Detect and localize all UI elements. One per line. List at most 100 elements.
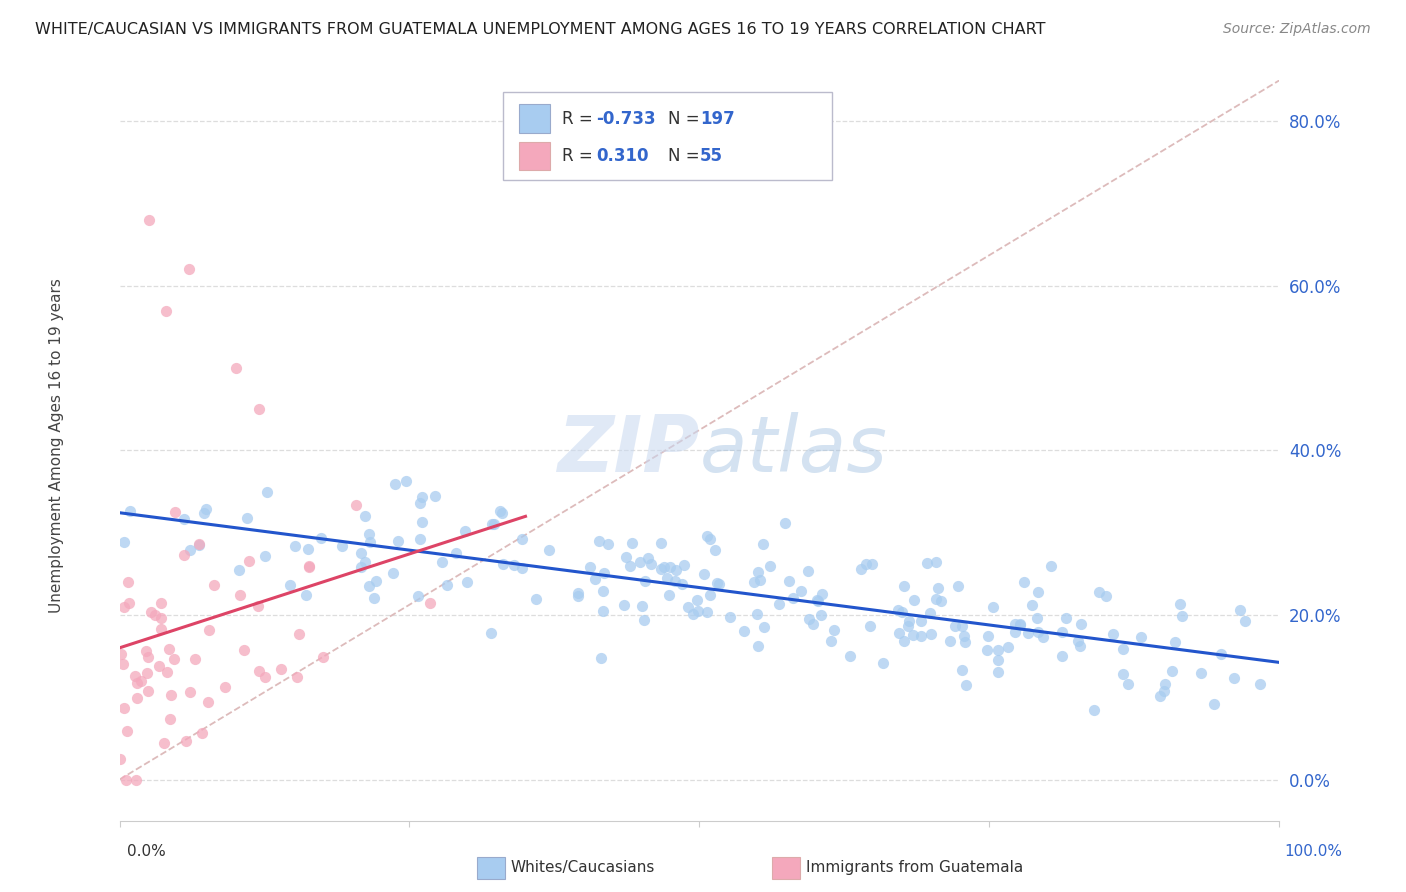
Point: [1025, 610, 1047, 624]
Point: [925, 555, 948, 569]
Point: [1067, 634, 1090, 648]
Point: [592, 584, 614, 599]
Point: [977, 629, 1000, 643]
Point: [567, 589, 589, 603]
Point: [489, 504, 512, 518]
Point: [157, 642, 180, 657]
Point: [592, 566, 614, 580]
Text: Source: ZipAtlas.com: Source: ZipAtlas.com: [1223, 22, 1371, 37]
Text: R =: R =: [562, 147, 599, 165]
Point: [588, 533, 610, 548]
Point: [897, 614, 920, 628]
Point: [851, 561, 873, 575]
Point: [395, 474, 418, 488]
Point: [665, 563, 688, 577]
Point: [411, 490, 433, 504]
Point: [408, 590, 430, 604]
Text: 55: 55: [700, 147, 723, 165]
Point: [1153, 684, 1175, 698]
Point: [141, 605, 163, 619]
Point: [115, 772, 138, 787]
Point: [655, 570, 678, 584]
Text: N =: N =: [668, 110, 704, 128]
Point: [524, 592, 547, 607]
Point: [987, 665, 1010, 680]
Point: [953, 635, 976, 649]
Point: [1129, 630, 1152, 644]
Point: [247, 402, 270, 417]
Point: [810, 607, 832, 622]
Point: [752, 620, 775, 634]
Text: 100.0%: 100.0%: [1285, 845, 1343, 859]
Point: [159, 688, 181, 702]
Point: [839, 648, 862, 663]
Point: [976, 642, 998, 657]
Text: 197: 197: [700, 110, 735, 128]
Point: [807, 594, 830, 608]
Point: [444, 546, 467, 560]
Point: [173, 512, 195, 526]
Point: [893, 633, 915, 648]
Point: [214, 680, 236, 694]
Point: [233, 643, 256, 657]
Point: [246, 599, 269, 614]
Text: WHITE/CAUCASIAN VS IMMIGRANTS FROM GUATEMALA UNEMPLOYMENT AMONG AGES 16 TO 19 YE: WHITE/CAUCASIAN VS IMMIGRANTS FROM GUATE…: [35, 22, 1046, 37]
Point: [198, 623, 221, 637]
Point: [174, 734, 197, 748]
Point: [454, 524, 477, 539]
Point: [696, 528, 718, 542]
Point: [943, 618, 966, 632]
Point: [748, 573, 770, 587]
Point: [1209, 647, 1232, 661]
Point: [387, 534, 409, 549]
Text: R =: R =: [562, 110, 599, 128]
Point: [782, 591, 804, 605]
Point: [482, 517, 505, 532]
Point: [436, 577, 458, 591]
Point: [118, 596, 141, 610]
Point: [1101, 627, 1123, 641]
Point: [112, 700, 135, 714]
Point: [1229, 603, 1251, 617]
Point: [115, 724, 138, 739]
Point: [1012, 574, 1035, 589]
Point: [280, 578, 302, 592]
Point: [953, 629, 976, 643]
Point: [633, 574, 655, 588]
Point: [1050, 648, 1073, 663]
Text: atlas: atlas: [700, 412, 887, 489]
Point: [1004, 625, 1026, 640]
Point: [927, 582, 949, 596]
Point: [621, 536, 644, 550]
Point: [598, 537, 620, 551]
Point: [997, 640, 1019, 654]
Point: [409, 533, 432, 547]
Point: [430, 555, 453, 569]
Point: [613, 598, 636, 612]
Point: [1171, 609, 1194, 624]
Point: [537, 543, 560, 558]
Point: [366, 574, 388, 588]
Point: [918, 606, 941, 620]
Point: [350, 560, 373, 574]
Point: [589, 651, 612, 665]
Point: [872, 657, 894, 671]
Point: [1233, 614, 1256, 628]
Point: [491, 506, 513, 520]
Point: [150, 622, 173, 636]
Point: [143, 608, 166, 623]
Point: [419, 596, 441, 610]
Point: [676, 600, 699, 615]
Point: [148, 658, 170, 673]
Point: [1112, 642, 1135, 657]
Point: [747, 639, 769, 653]
Point: [159, 712, 181, 726]
Point: [903, 628, 925, 642]
Point: [747, 565, 769, 579]
Point: [117, 574, 139, 589]
Point: [344, 498, 367, 512]
Point: [1112, 667, 1135, 681]
Point: [163, 652, 186, 666]
Point: [673, 558, 696, 572]
Point: [177, 262, 201, 277]
